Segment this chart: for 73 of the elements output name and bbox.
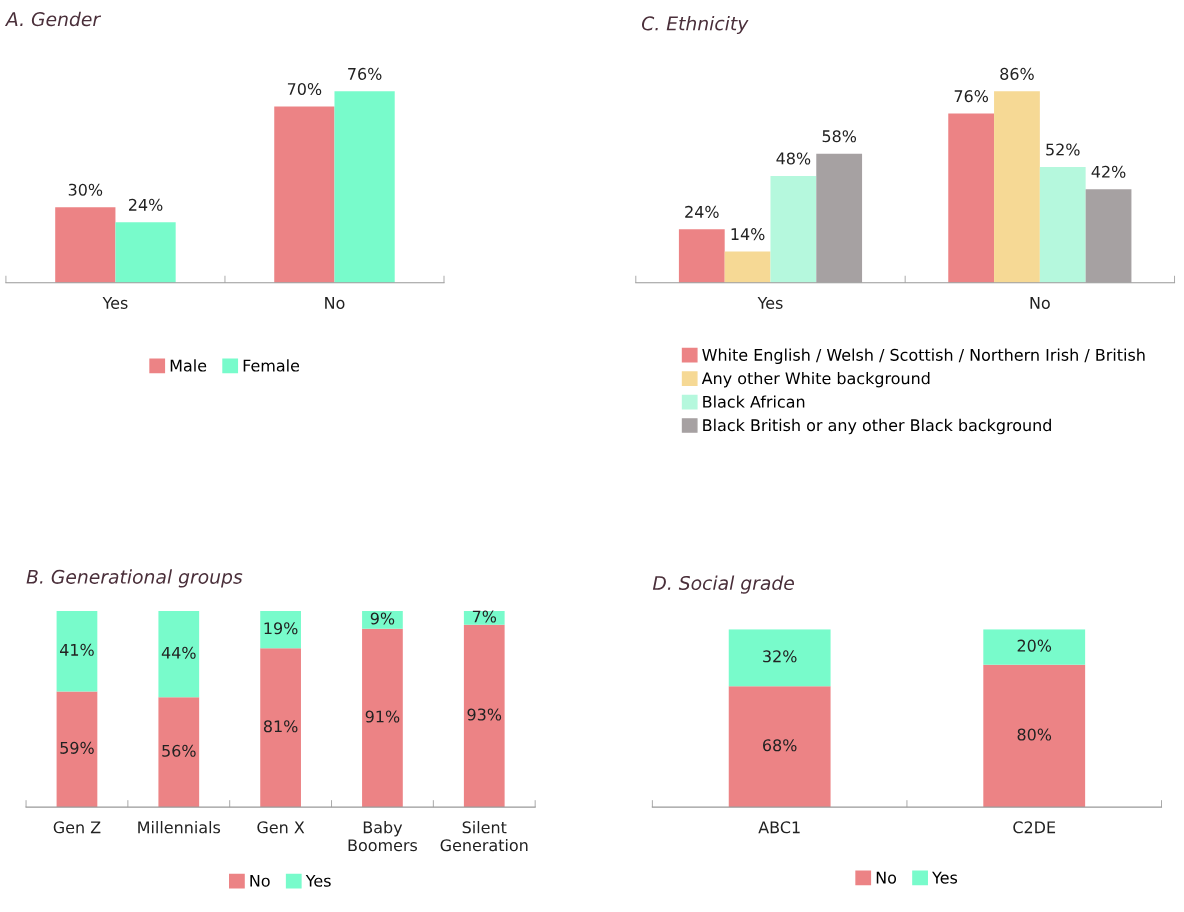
bar	[994, 91, 1040, 283]
bar	[274, 106, 335, 283]
legend-label: Yes	[305, 874, 331, 887]
chart-title: D. Social grade	[652, 575, 794, 594]
x-tick-label: ABC1	[758, 821, 800, 834]
bar	[55, 207, 116, 283]
bar	[56, 611, 98, 692]
data-label: 9%	[370, 612, 395, 625]
data-label: 76%	[954, 90, 989, 103]
data-label: 14%	[731, 228, 765, 241]
data-label: 24%	[685, 205, 719, 218]
data-label: 91%	[365, 710, 400, 723]
bar	[678, 229, 725, 283]
x-tick-label: C2DE	[1013, 821, 1056, 834]
legend-label: No	[250, 874, 270, 887]
bar	[115, 222, 176, 283]
bar	[334, 91, 395, 283]
data-label: 20%	[1017, 639, 1052, 652]
data-label: 52%	[1046, 143, 1080, 156]
x-tick-label: No	[325, 297, 345, 309]
data-label: 48%	[776, 152, 811, 165]
bar	[816, 153, 863, 283]
legend-label: White English / Welsh / Scottish / Northern Irish / British	[702, 348, 1145, 364]
x-tick-label: Baby Boomers	[348, 821, 418, 852]
data-label: 68%	[763, 739, 797, 752]
data-label: 76%	[348, 67, 382, 80]
legend-label: Black African	[703, 395, 805, 408]
data-label: 80%	[1017, 728, 1052, 741]
bar	[724, 251, 771, 283]
x-tick-label: Millennials	[138, 821, 221, 834]
bar	[158, 697, 200, 808]
legend-label: Male	[170, 359, 207, 372]
data-label: 42%	[1091, 165, 1126, 178]
x-tick-label: Yes	[102, 297, 128, 309]
legend-label: Female	[243, 359, 300, 372]
x-tick-label: Yes	[757, 297, 783, 309]
legend-label: Yes	[932, 871, 958, 884]
bar	[260, 648, 301, 808]
data-label: 58%	[822, 130, 857, 143]
bar	[158, 611, 200, 698]
data-label: 7%	[472, 610, 497, 623]
data-label: 41%	[59, 643, 94, 656]
bar	[948, 113, 995, 283]
chart-title: B. Generational groups	[26, 569, 243, 588]
chart-title: C. Ethnicity	[641, 15, 749, 35]
data-label: 56%	[162, 744, 196, 757]
data-label: 32%	[763, 650, 797, 663]
data-label: 59%	[60, 741, 94, 754]
bar	[260, 611, 301, 649]
bar	[1085, 189, 1132, 283]
data-label: 86%	[1000, 67, 1034, 80]
legend-label: Any other White background	[701, 371, 930, 388]
x-tick-label: Gen Z	[53, 821, 101, 834]
x-tick-label: No	[1030, 297, 1050, 309]
x-tick-label: Silent Generation	[440, 821, 528, 852]
data-label: 70%	[287, 82, 322, 96]
data-label: 93%	[467, 708, 502, 721]
data-label: 30%	[68, 183, 103, 196]
x-tick-label: Gen X	[257, 821, 305, 834]
data-label: 44%	[161, 646, 196, 659]
bar	[463, 611, 505, 625]
data-label: 19%	[264, 622, 298, 635]
bar	[1039, 167, 1086, 283]
bar	[362, 611, 403, 629]
bar	[463, 624, 505, 808]
data-label: 24%	[128, 198, 163, 211]
legend-label: Black British or any other Black background	[703, 418, 1051, 435]
data-label: 81%	[263, 720, 298, 733]
legend-label: No	[876, 871, 897, 884]
chart-title: A. Gender	[4, 11, 102, 27]
bar	[362, 628, 403, 808]
bar	[770, 175, 817, 283]
bar	[56, 691, 98, 808]
